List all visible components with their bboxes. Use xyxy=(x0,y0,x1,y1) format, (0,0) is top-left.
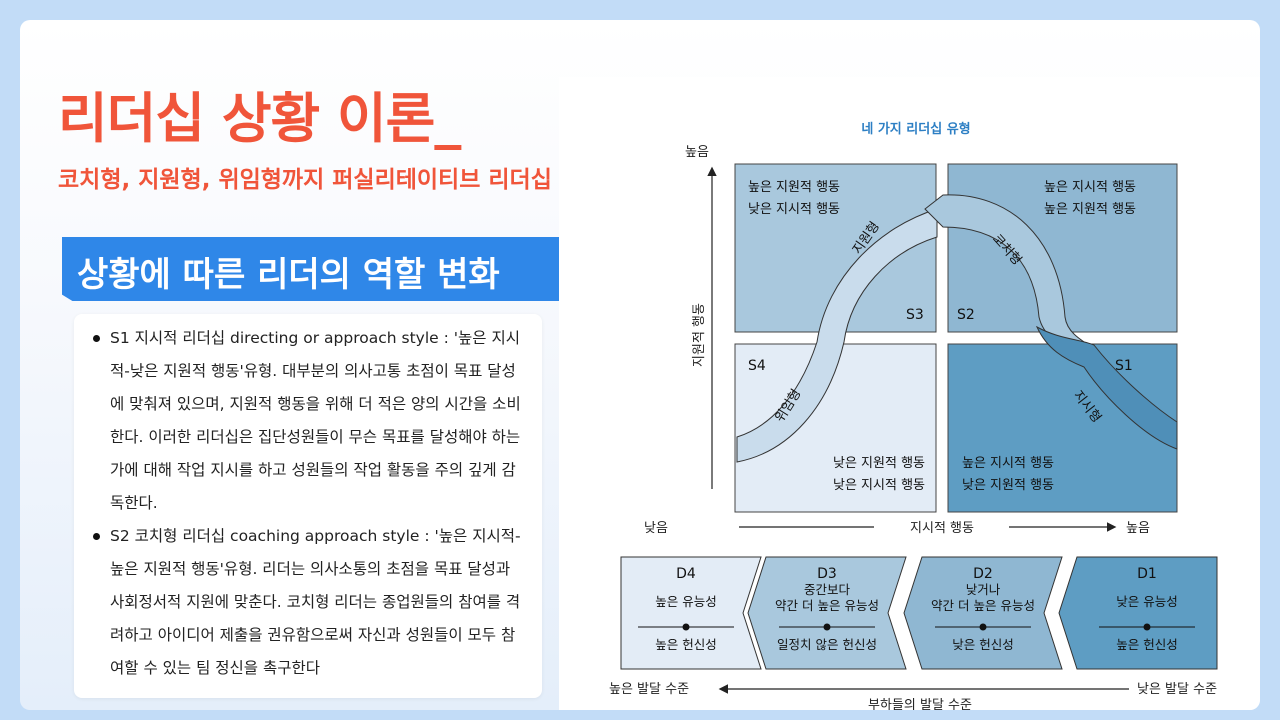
section-heading: 상황에 따른 리더의 역할 변화 xyxy=(62,237,582,301)
page-subtitle: 코치형, 지원형, 위임형까지 퍼실리테이티브 리더십 xyxy=(58,167,552,193)
quadrant-s4-id: S4 xyxy=(748,358,766,374)
quadrant-s2-id: S2 xyxy=(957,307,975,323)
dev-id-d1: D1 xyxy=(1137,566,1157,582)
arc-delegating-supporting xyxy=(736,208,938,463)
quadrant-s2-line2: 높은 지원적 행동 xyxy=(1044,201,1136,217)
slide-card: 리더십 상황 이론_ 코치형, 지원형, 위임형까지 퍼실리테이티브 리더십 상… xyxy=(20,20,1260,710)
quadrant-s1-line2: 낮은 지원적 행동 xyxy=(962,477,1054,493)
dev-dot-d3 xyxy=(823,623,831,631)
dev-top-text-d1: 낮은 유능성 xyxy=(1116,594,1177,609)
dev-dot-d2 xyxy=(979,623,987,631)
x-axis-label: 지시적 행동 xyxy=(910,520,974,536)
leadership-diagram: 네 가지 리더십 유형 높음 지원적 행동 높은 지원적 행동 낮은 지시적 행… xyxy=(559,77,1260,710)
page-title: 리더십 상황 이론_ xyxy=(58,87,461,150)
dev-chevron-d3 xyxy=(747,556,907,670)
dev-id-d3: D3 xyxy=(817,566,837,582)
dev-bottom-text-d4: 높은 헌신성 xyxy=(655,637,716,652)
quadrant-s1-id: S1 xyxy=(1115,358,1133,374)
dev-bottom-text-d3: 일정치 않은 헌신성 xyxy=(777,637,877,652)
y-axis-high-label: 높음 xyxy=(685,145,709,160)
dev-axis-center-label: 부하들의 발달 수준 xyxy=(868,698,972,710)
quadrant-s3-line2: 낮은 지시적 행동 xyxy=(748,201,840,217)
dev-top-text-d2: 낮거나 xyxy=(966,582,1001,597)
quadrant-s3-line1: 높은 지원적 행동 xyxy=(748,179,840,195)
y-axis-label: 지원적 행동 xyxy=(691,303,707,367)
bullet-item-s1: S1 지시적 리더십 directing or approach style :… xyxy=(93,322,522,520)
arc-directing xyxy=(1035,325,1178,450)
quadrant-s2-line1: 높은 지시적 행동 xyxy=(1044,179,1136,195)
x-axis-high-label: 높음 xyxy=(1126,521,1150,536)
quadrant-s4-line1: 낮은 지원적 행동 xyxy=(833,455,925,471)
bullet-list: S1 지시적 리더십 directing or approach style :… xyxy=(74,314,542,685)
dev-dot-d4 xyxy=(682,623,690,631)
content-box: S1 지시적 리더십 directing or approach style :… xyxy=(74,314,542,698)
bullet-item-s2: S2 코치형 리더십 coaching approach style : '높은… xyxy=(93,520,522,685)
x-axis-low-label: 낮음 xyxy=(644,521,668,536)
diagram-svg: 네 가지 리더십 유형 높음 지원적 행동 높은 지원적 행동 낮은 지시적 행… xyxy=(609,121,1218,710)
dev-bottom-text-d1: 높은 헌신성 xyxy=(1116,637,1177,652)
dev-id-d4: D4 xyxy=(676,566,696,582)
dev-axis-left-label: 높은 발달 수준 xyxy=(609,682,689,697)
diagram-title: 네 가지 리더십 유형 xyxy=(861,121,970,137)
dev-chevron-d4 xyxy=(620,556,762,670)
dev-top-text-d3: 중간보다 xyxy=(804,582,851,597)
quadrant-s4-line2: 낮은 지시적 행동 xyxy=(833,477,925,493)
dev-axis-right-label: 낮은 발달 수준 xyxy=(1137,682,1217,697)
dev-dot-d1 xyxy=(1143,623,1151,631)
quadrant-s3-id: S3 xyxy=(906,307,924,323)
quadrant-s1-line1: 높은 지시적 행동 xyxy=(962,455,1054,471)
dev-bottom-text-d2: 낮은 헌신성 xyxy=(952,637,1013,652)
dev-chevron-d2 xyxy=(903,556,1063,670)
dev-id-d2: D2 xyxy=(973,566,993,582)
dev-top-text-d3: 약간 더 높은 유능성 xyxy=(775,598,879,613)
quadrant-s1-box xyxy=(947,343,1178,513)
dev-top-text-d2: 약간 더 높은 유능성 xyxy=(931,598,1035,613)
dev-chevron-d1 xyxy=(1058,556,1218,670)
quadrant-s1: S1 높은 지시적 행동 낮은 지원적 행동 xyxy=(947,343,1178,513)
dev-top-text-d4: 높은 유능성 xyxy=(655,594,716,609)
